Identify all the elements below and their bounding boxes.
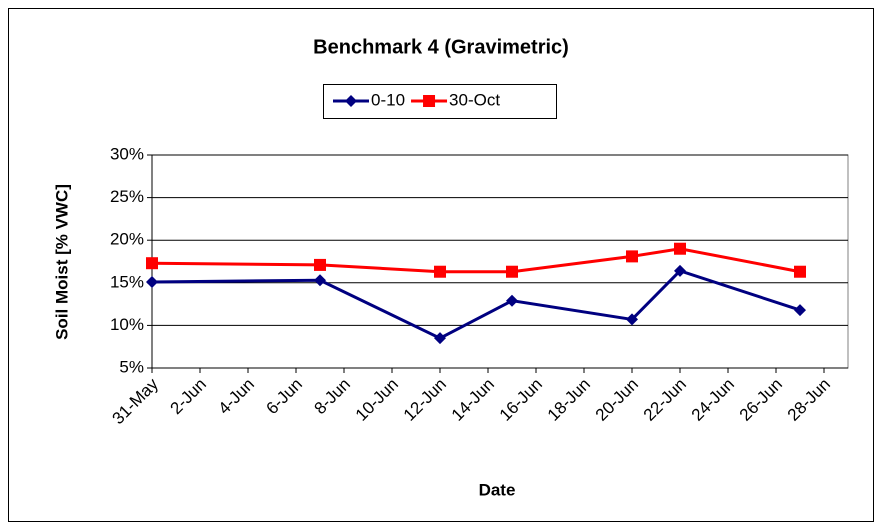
data-point [146, 257, 158, 270]
y-tick-label: 25% [110, 187, 144, 206]
y-tick-label: 20% [110, 230, 144, 249]
x-axis-label: Date [479, 480, 516, 499]
data-point [506, 265, 518, 278]
legend-marker [423, 95, 436, 107]
y-tick-label: 15% [110, 272, 144, 291]
data-point [314, 274, 326, 287]
chart-title: Benchmark 4 (Gravimetric) [313, 36, 569, 58]
data-point [674, 264, 686, 277]
data-point [794, 265, 806, 278]
y-axis-label: Soil Moist [% VWC] [52, 184, 71, 340]
data-point [626, 250, 638, 263]
y-tick-label: 30% [110, 144, 144, 163]
data-point [626, 313, 638, 326]
data-point [506, 294, 518, 307]
data-point [314, 258, 326, 271]
legend-label: 0-10 [371, 90, 405, 109]
plot-area [151, 154, 849, 369]
data-point [434, 332, 446, 345]
data-point [434, 265, 446, 278]
data-point [146, 275, 158, 288]
data-point [794, 304, 806, 317]
data-point [674, 242, 686, 255]
y-tick-label: 10% [110, 315, 144, 334]
y-tick-label: 5% [119, 357, 144, 376]
legend-label: 30-Oct [449, 90, 500, 109]
legend-marker [345, 95, 357, 107]
